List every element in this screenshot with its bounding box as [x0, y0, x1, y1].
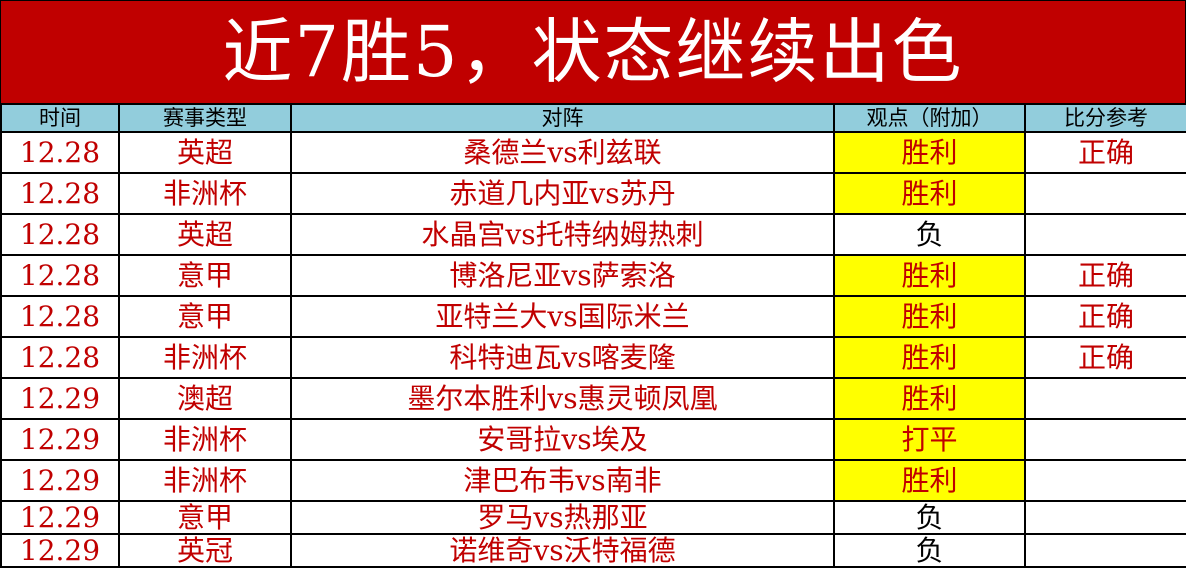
cell-pick: 胜利 [833, 172, 1026, 215]
table-row: 12.29 非洲杯 津巴布韦vs南非 胜利 [0, 459, 1186, 502]
cell-result: 正确 [1024, 131, 1186, 174]
cell-result [1024, 172, 1186, 215]
cell-match: 津巴布韦vs南非 [290, 459, 835, 502]
cell-pick: 胜利 [833, 459, 1026, 502]
cell-match: 博洛尼亚vs萨索洛 [290, 254, 835, 297]
cell-date: 12.28 [0, 131, 120, 174]
table-row: 12.28 非洲杯 赤道几内亚vs苏丹 胜利 [0, 172, 1186, 215]
table-row: 12.28 英超 水晶宫vs托特纳姆热刺负 [0, 213, 1186, 256]
table-row: 12.28 非洲杯 科特迪瓦vs喀麦隆 胜利 正确 [0, 336, 1186, 379]
cell-league: 非洲杯 [118, 459, 292, 502]
cell-date: 12.28 [0, 336, 120, 379]
cell-date: 12.29 [0, 418, 120, 461]
cell-result [1024, 459, 1186, 502]
cell-date: 12.28 [0, 295, 120, 338]
cell-result: 正确 [1024, 336, 1186, 379]
cell-result [1024, 377, 1186, 420]
table-row: 12.28 意甲 博洛尼亚vs萨索洛 胜利 正确 [0, 254, 1186, 297]
header-score: 比分参考 [1024, 103, 1186, 133]
cell-league: 意甲 [118, 254, 292, 297]
cell-pick: 负 [833, 533, 1026, 568]
cell-date: 12.29 [0, 377, 120, 420]
table-row: 12.29 意甲 罗马vs热那亚负 [0, 500, 1186, 535]
cell-league: 英冠 [118, 533, 292, 568]
cell-match: 安哥拉vs埃及 [290, 418, 835, 461]
cell-pick: 打平 [833, 418, 1026, 461]
header-match: 对阵 [290, 103, 835, 133]
cell-league: 英超 [118, 213, 292, 256]
cell-pick: 胜利 [833, 336, 1026, 379]
cell-date: 12.29 [0, 533, 120, 568]
header-row: 时间 赛事类型 对阵 观点（附加） 比分参考 [0, 103, 1186, 133]
cell-result [1024, 533, 1186, 568]
cell-pick: 胜利 [833, 131, 1026, 174]
cell-league: 意甲 [118, 500, 292, 535]
cell-pick: 胜利 [833, 254, 1026, 297]
cell-pick: 负 [833, 500, 1026, 535]
table-row: 12.29 澳超 墨尔本胜利vs惠灵顿凤凰 胜利 [0, 377, 1186, 420]
cell-match: 赤道几内亚vs苏丹 [290, 172, 835, 215]
cell-date: 12.29 [0, 500, 120, 535]
page-title: 近7胜5，状态继续出色 [0, 0, 1186, 104]
cell-league: 英超 [118, 131, 292, 174]
cell-pick: 胜利 [833, 295, 1026, 338]
cell-result [1024, 213, 1186, 256]
cell-match: 亚特兰大vs国际米兰 [290, 295, 835, 338]
table-row: 12.29 非洲杯 安哥拉vs埃及 打平 [0, 418, 1186, 461]
cell-league: 非洲杯 [118, 172, 292, 215]
cell-league: 意甲 [118, 295, 292, 338]
table-row: 12.29 英冠 诺维奇vs沃特福德负 [0, 533, 1186, 568]
cell-date: 12.28 [0, 254, 120, 297]
cell-match: 罗马vs热那亚 [290, 500, 835, 535]
cell-result [1024, 500, 1186, 535]
cell-date: 12.28 [0, 172, 120, 215]
cell-result [1024, 418, 1186, 461]
cell-result: 正确 [1024, 295, 1186, 338]
cell-league: 非洲杯 [118, 418, 292, 461]
table-row: 12.28 意甲 亚特兰大vs国际米兰 胜利 正确 [0, 295, 1186, 338]
cell-match: 墨尔本胜利vs惠灵顿凤凰 [290, 377, 835, 420]
cell-result: 正确 [1024, 254, 1186, 297]
cell-league: 非洲杯 [118, 336, 292, 379]
cell-league: 澳超 [118, 377, 292, 420]
cell-match: 科特迪瓦vs喀麦隆 [290, 336, 835, 379]
predictions-table: 时间 赛事类型 对阵 观点（附加） 比分参考 12.28 英超 桑德兰vs利兹联 胜利 正确 12… [0, 103, 1186, 568]
header-league: 赛事类型 [118, 103, 292, 133]
cell-date: 12.29 [0, 459, 120, 502]
table-row: 12.28 英超 桑德兰vs利兹联 胜利 正确 [0, 131, 1186, 174]
cell-date: 12.28 [0, 213, 120, 256]
cell-pick: 负 [833, 213, 1026, 256]
cell-pick: 胜利 [833, 377, 1026, 420]
header-time: 时间 [0, 103, 120, 133]
header-pick: 观点（附加） [833, 103, 1026, 133]
cell-match: 诺维奇vs沃特福德 [290, 533, 835, 568]
cell-match: 水晶宫vs托特纳姆热刺 [290, 213, 835, 256]
cell-match: 桑德兰vs利兹联 [290, 131, 835, 174]
